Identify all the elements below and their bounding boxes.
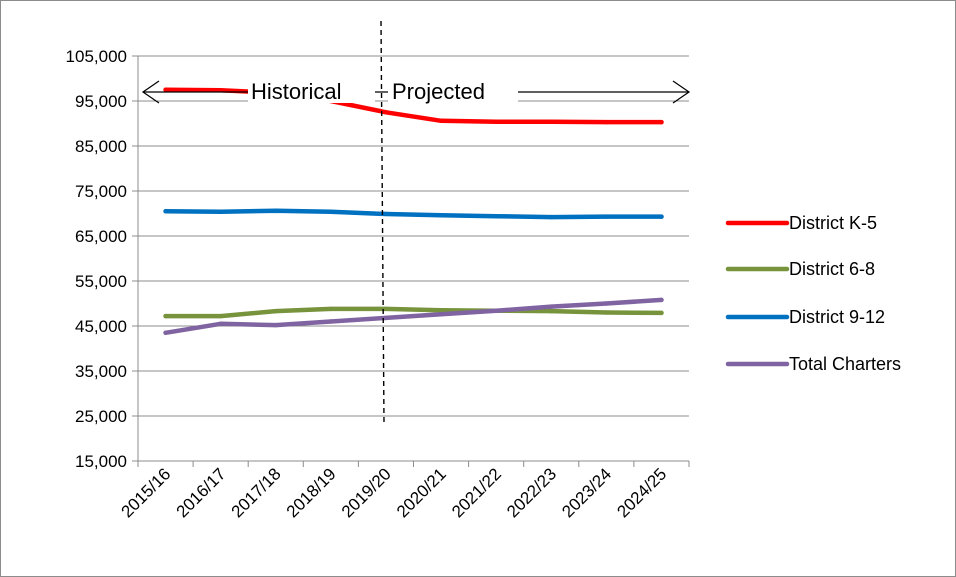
data-point	[163, 313, 168, 319]
y-tick-label: 45,000	[75, 317, 127, 336]
legend-label: District 6-8	[789, 259, 875, 279]
data-point	[273, 308, 278, 314]
y-tick-label: 75,000	[75, 182, 127, 201]
data-point	[659, 297, 664, 303]
data-point	[163, 330, 168, 335]
data-point	[604, 214, 609, 219]
y-tick-label: 105,000	[66, 47, 127, 66]
data-point	[604, 301, 609, 306]
legend-label: District 9-12	[789, 307, 885, 327]
data-point	[163, 209, 168, 214]
data-point	[438, 308, 444, 313]
y-tick-label: 25,000	[75, 407, 127, 426]
data-point	[604, 119, 609, 125]
right-arrowhead	[672, 80, 691, 104]
data-point	[659, 310, 664, 316]
data-point	[273, 208, 278, 213]
data-point	[493, 119, 499, 124]
legend-label: District K-5	[789, 213, 877, 233]
data-point	[383, 110, 389, 115]
x-tick-label: 2021/22	[448, 464, 505, 521]
divider-line	[380, 20, 385, 424]
x-tick-label: 2020/21	[393, 464, 450, 521]
series-line-district-6-8	[163, 306, 664, 319]
data-point	[328, 306, 334, 312]
data-point	[218, 209, 223, 214]
y-tick-label: 35,000	[75, 362, 127, 381]
historical-label: Historical	[251, 79, 341, 104]
data-point	[549, 308, 554, 314]
data-point	[328, 209, 334, 214]
data-point	[163, 87, 168, 92]
x-tick-label: 2016/17	[173, 464, 230, 521]
projected-label: Projected	[392, 79, 485, 104]
historical-label-bg	[248, 77, 375, 103]
data-point	[659, 214, 664, 219]
x-tick-label: 2024/25	[613, 464, 670, 521]
axes: 15,000 25,000 35,000 45,000 55,000 65,000 75,0…	[66, 47, 690, 521]
gridlines	[138, 55, 689, 417]
y-tick-label: 55,000	[75, 272, 127, 291]
y-tick-label: 65,000	[75, 227, 127, 246]
x-tick-label: 2017/18	[228, 464, 285, 521]
series-line-district-9-12	[163, 208, 664, 220]
data-point	[493, 308, 499, 313]
legend-label: Total Charters	[789, 354, 901, 374]
data-point	[438, 118, 444, 124]
y-tick-label: 85,000	[75, 137, 127, 156]
data-point	[438, 312, 444, 317]
data-point	[218, 88, 223, 93]
x-tick-label: 2015/16	[117, 464, 174, 521]
x-tick-label: 2023/24	[558, 464, 615, 521]
series-lines	[163, 87, 664, 336]
x-tick-label: 2019/20	[338, 464, 395, 521]
data-point	[604, 310, 609, 315]
data-point	[493, 214, 499, 219]
x-tick-label: 2022/23	[503, 464, 560, 521]
data-point	[383, 306, 389, 312]
legend: District K-5 District 6-8 District 9-12 Tot…	[725, 213, 901, 374]
data-point	[328, 319, 334, 324]
data-point	[549, 119, 554, 124]
data-point	[438, 213, 444, 218]
data-point	[383, 315, 389, 321]
x-tick-label: 2018/19	[283, 464, 340, 521]
data-point	[659, 119, 664, 125]
data-point	[549, 214, 554, 220]
y-tick-label: 95,000	[75, 92, 127, 111]
y-tick-label: 15,000	[75, 452, 127, 471]
data-point	[549, 304, 554, 309]
data-point	[383, 211, 389, 217]
annotations: Historical Projected	[141, 20, 691, 424]
series-line-total-charters	[163, 297, 664, 336]
left-arrowhead	[141, 80, 160, 104]
data-point	[273, 322, 278, 328]
data-point	[218, 321, 223, 326]
projected-label-bg	[388, 77, 518, 103]
data-point	[218, 313, 223, 319]
